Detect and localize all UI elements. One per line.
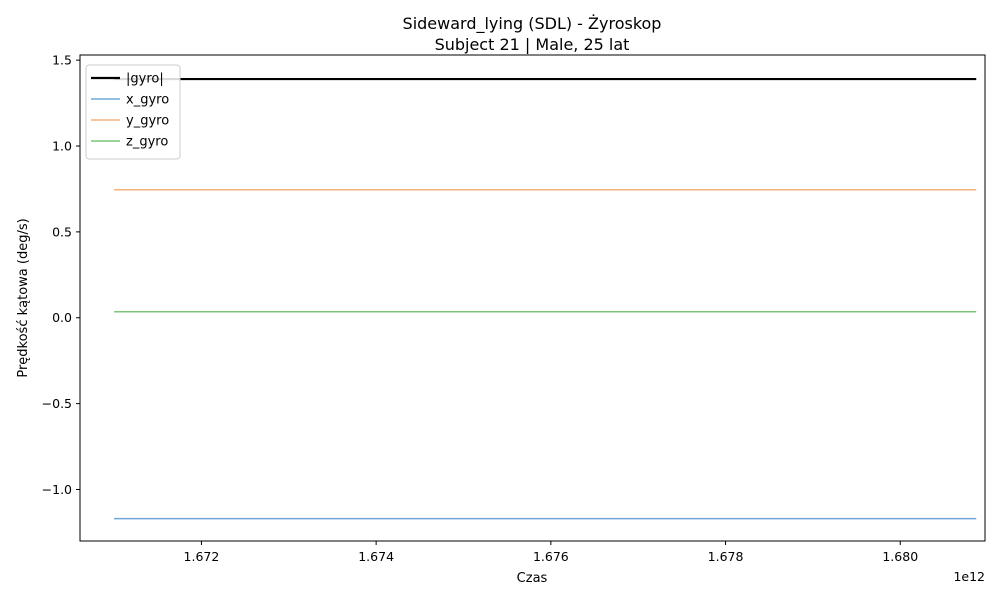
y-tick-label: 0.0 [52, 310, 72, 325]
y-tick-label: 0.5 [52, 224, 72, 239]
y-tick-label: −0.5 [42, 396, 72, 411]
chart-subtitle: Subject 21 | Male, 25 lat [435, 35, 630, 54]
legend-label: |gyro| [126, 72, 164, 87]
y-axis-ticks: −1.0 −0.5 0.0 0.5 1.0 1.5 [42, 53, 80, 497]
x-tick-label: 1.672 [184, 549, 220, 564]
y-axis-label: Prędkość kątowa (deg/s) [16, 218, 31, 377]
legend: |gyro| x_gyro y_gyro z_gyro [85, 64, 181, 160]
y-tick-label: 1.5 [52, 53, 72, 68]
legend-label: z_gyro [126, 135, 168, 150]
legend-label: x_gyro [126, 93, 169, 108]
x-axis-label: Czas [517, 571, 548, 586]
x-tick-label: 1.676 [533, 549, 569, 564]
plot-area: 1.672 1.674 1.676 1.678 1.680 −1.0 −0.5 0.0 0.5… [42, 53, 986, 564]
y-tick-label: 1.0 [52, 139, 72, 154]
x-tick-label: 1.680 [882, 549, 918, 564]
chart-title: Sideward_lying (SDL) - Żyroskop [403, 14, 662, 34]
x-tick-label: 1.674 [358, 549, 394, 564]
x-tick-label: 1.678 [708, 549, 744, 564]
x-axis-offset-label: 1e12 [953, 569, 985, 584]
legend-box [85, 64, 181, 160]
legend-label: y_gyro [126, 114, 169, 129]
series-layer [114, 77, 977, 520]
x-axis-ticks: 1.672 1.674 1.676 1.678 1.680 [184, 541, 918, 564]
plot-frame [79, 54, 986, 542]
y-tick-label: −1.0 [42, 482, 72, 497]
